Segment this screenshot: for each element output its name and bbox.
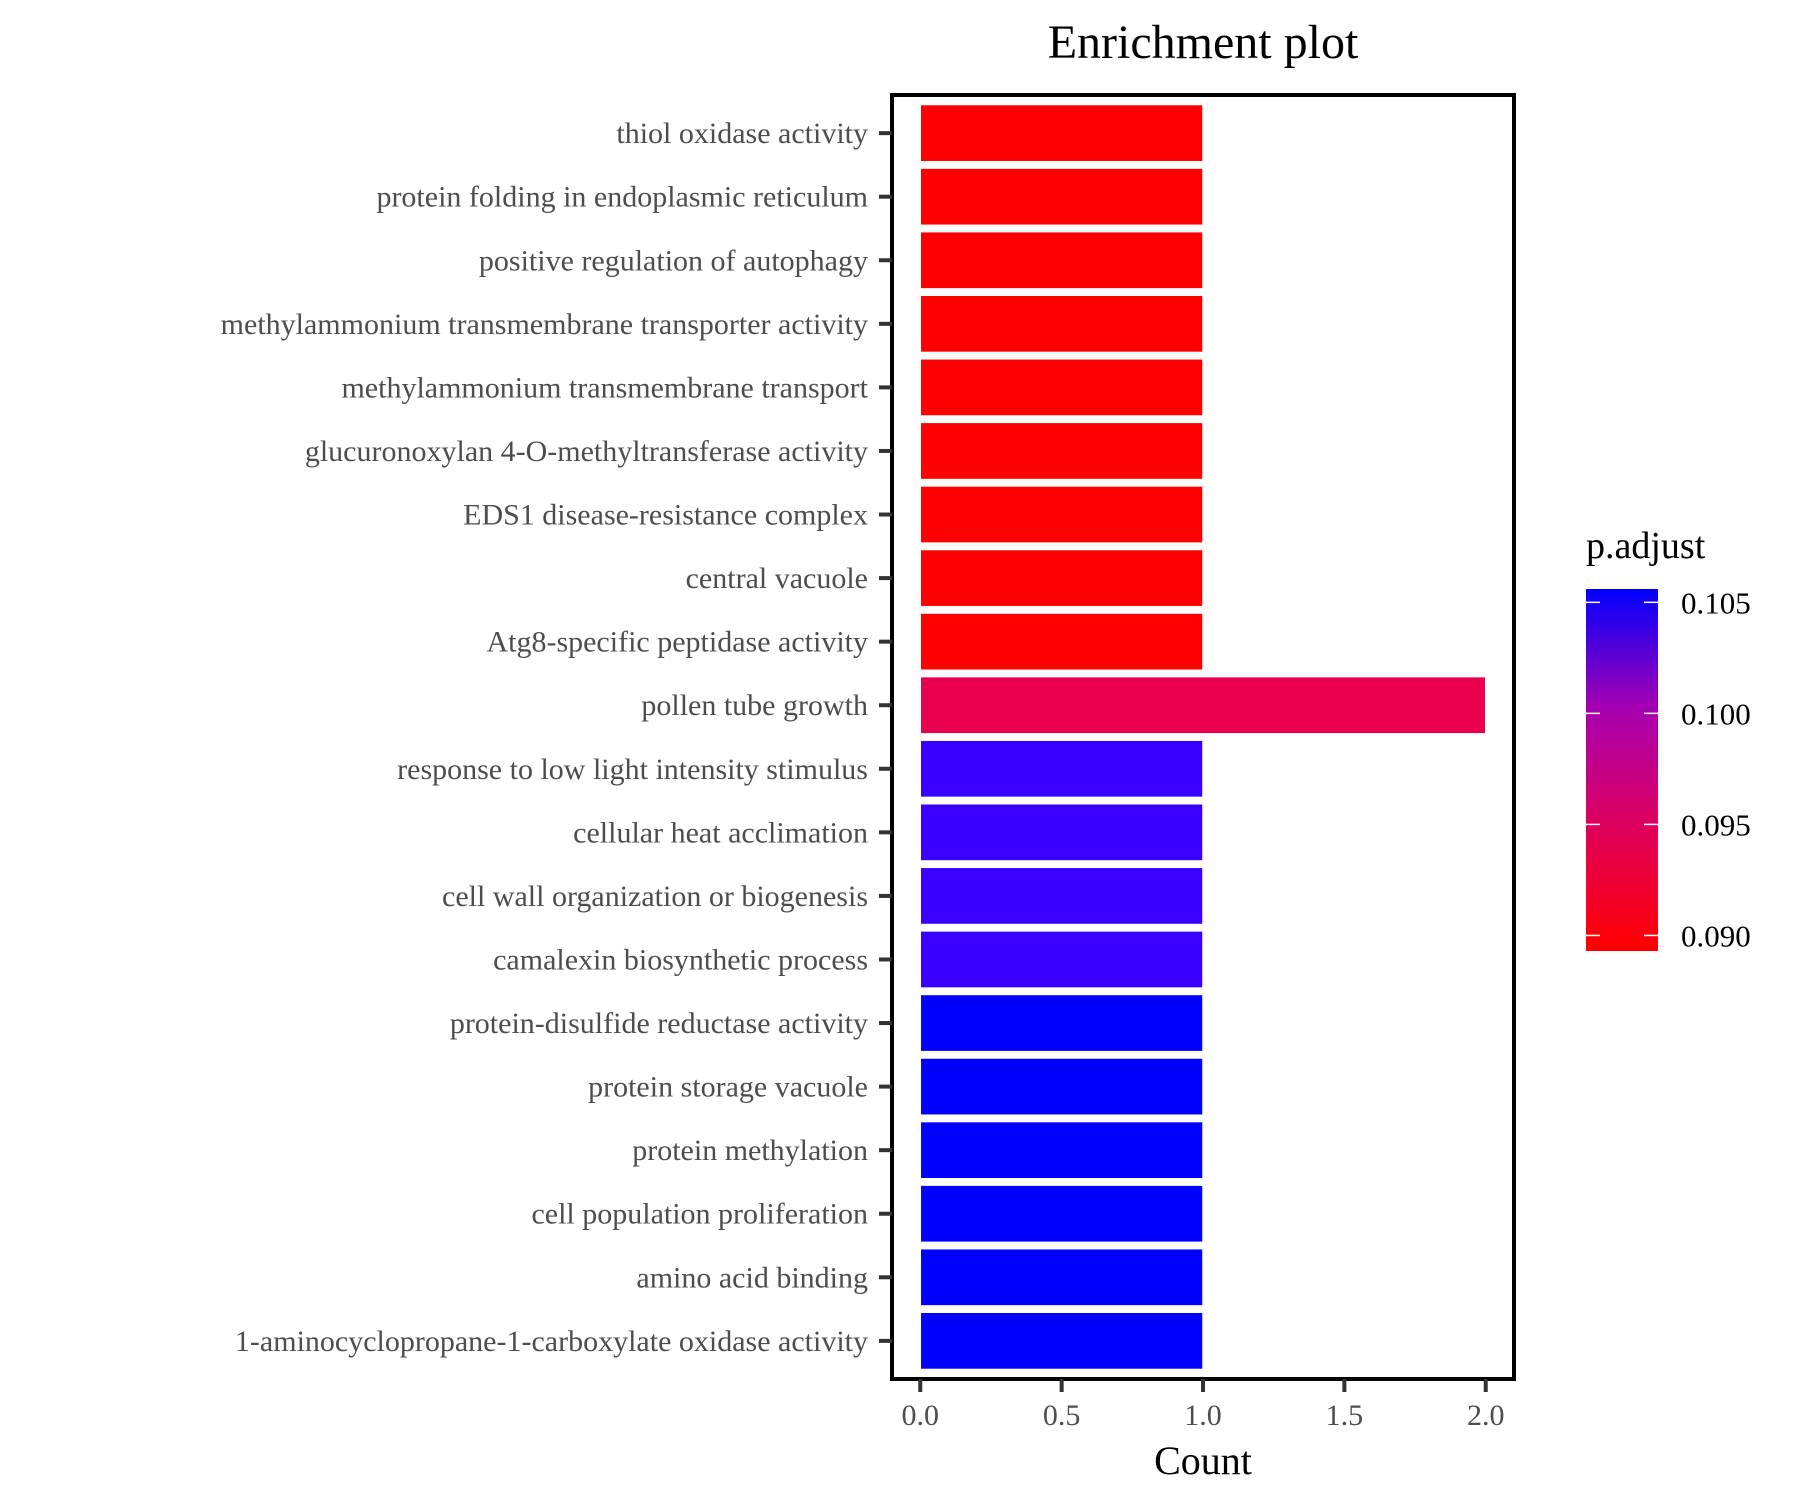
legend-tick-label: 0.100 [1681,696,1751,731]
y-tick-label: positive regulation of autophagy [479,244,868,277]
bar [919,421,1204,481]
bar [919,1057,1204,1116]
bar [919,1120,1204,1180]
bar [919,612,1204,672]
bar [919,739,1204,799]
bar [919,802,1204,862]
y-tick-label: cell wall organization or biogenesis [442,880,868,913]
legend-tick-label: 0.090 [1681,918,1751,953]
x-tick-label: 0.0 [902,1399,940,1432]
bar [919,1311,1204,1371]
bar [919,1184,1204,1244]
y-tick-label: Atg8-specific peptidase activity [486,626,868,659]
y-tick-label: protein storage vacuole [588,1071,868,1104]
bar [919,993,1204,1053]
bar [919,675,1487,735]
bar [919,358,1204,417]
y-tick-label: camalexin biosynthetic process [493,943,868,976]
bar [919,548,1204,608]
y-tick-label: methylammonium transmembrane transporter… [221,308,868,341]
y-tick-label: protein folding in endoplasmic reticulum [376,181,868,214]
bar [919,167,1204,227]
bar [919,294,1204,354]
y-tick-label: protein-disulfide reductase activity [450,1007,868,1040]
y-tick-label: protein methylation [632,1134,868,1167]
legend-colorbar [1586,589,1658,951]
bar [919,103,1204,163]
legend-title: p.adjust [1586,525,1706,567]
y-tick-label: pollen tube growth [641,689,868,722]
y-tick-label: amino acid binding [636,1261,868,1294]
y-tick-label: methylammonium transmembrane transport [341,371,868,404]
legend-tick-label: 0.095 [1681,807,1751,842]
y-tick-label: thiol oxidase activity [616,117,868,150]
bar [919,230,1204,290]
bar [919,1247,1204,1307]
y-tick-label: cell population proliferation [531,1198,868,1231]
x-tick-label: 0.5 [1043,1399,1081,1432]
y-tick-label: central vacuole [686,562,868,595]
color-legend: p.adjust 0.105 0.100 0.095 0.090 [1586,525,1751,953]
y-tick-label: EDS1 disease-resistance complex [463,499,868,532]
x-tick-label: 1.0 [1184,1399,1222,1432]
legend-tick-label: 0.105 [1681,585,1751,620]
x-tick-label: 1.5 [1326,1399,1364,1432]
bar [919,930,1204,989]
x-axis-label: Count [1154,1438,1252,1483]
y-tick-label: cellular heat acclimation [573,816,868,849]
bar [919,485,1204,544]
y-tick-label: 1-aminocyclopropane-1-carboxylate oxidas… [235,1325,868,1358]
y-tick-label: glucuronoxylan 4-O-methyltransferase act… [305,435,868,468]
y-tick-label: response to low light intensity stimulus [397,753,868,786]
bar [919,866,1204,926]
x-tick-label: 2.0 [1467,1399,1505,1432]
chart-title: Enrichment plot [1048,16,1359,69]
